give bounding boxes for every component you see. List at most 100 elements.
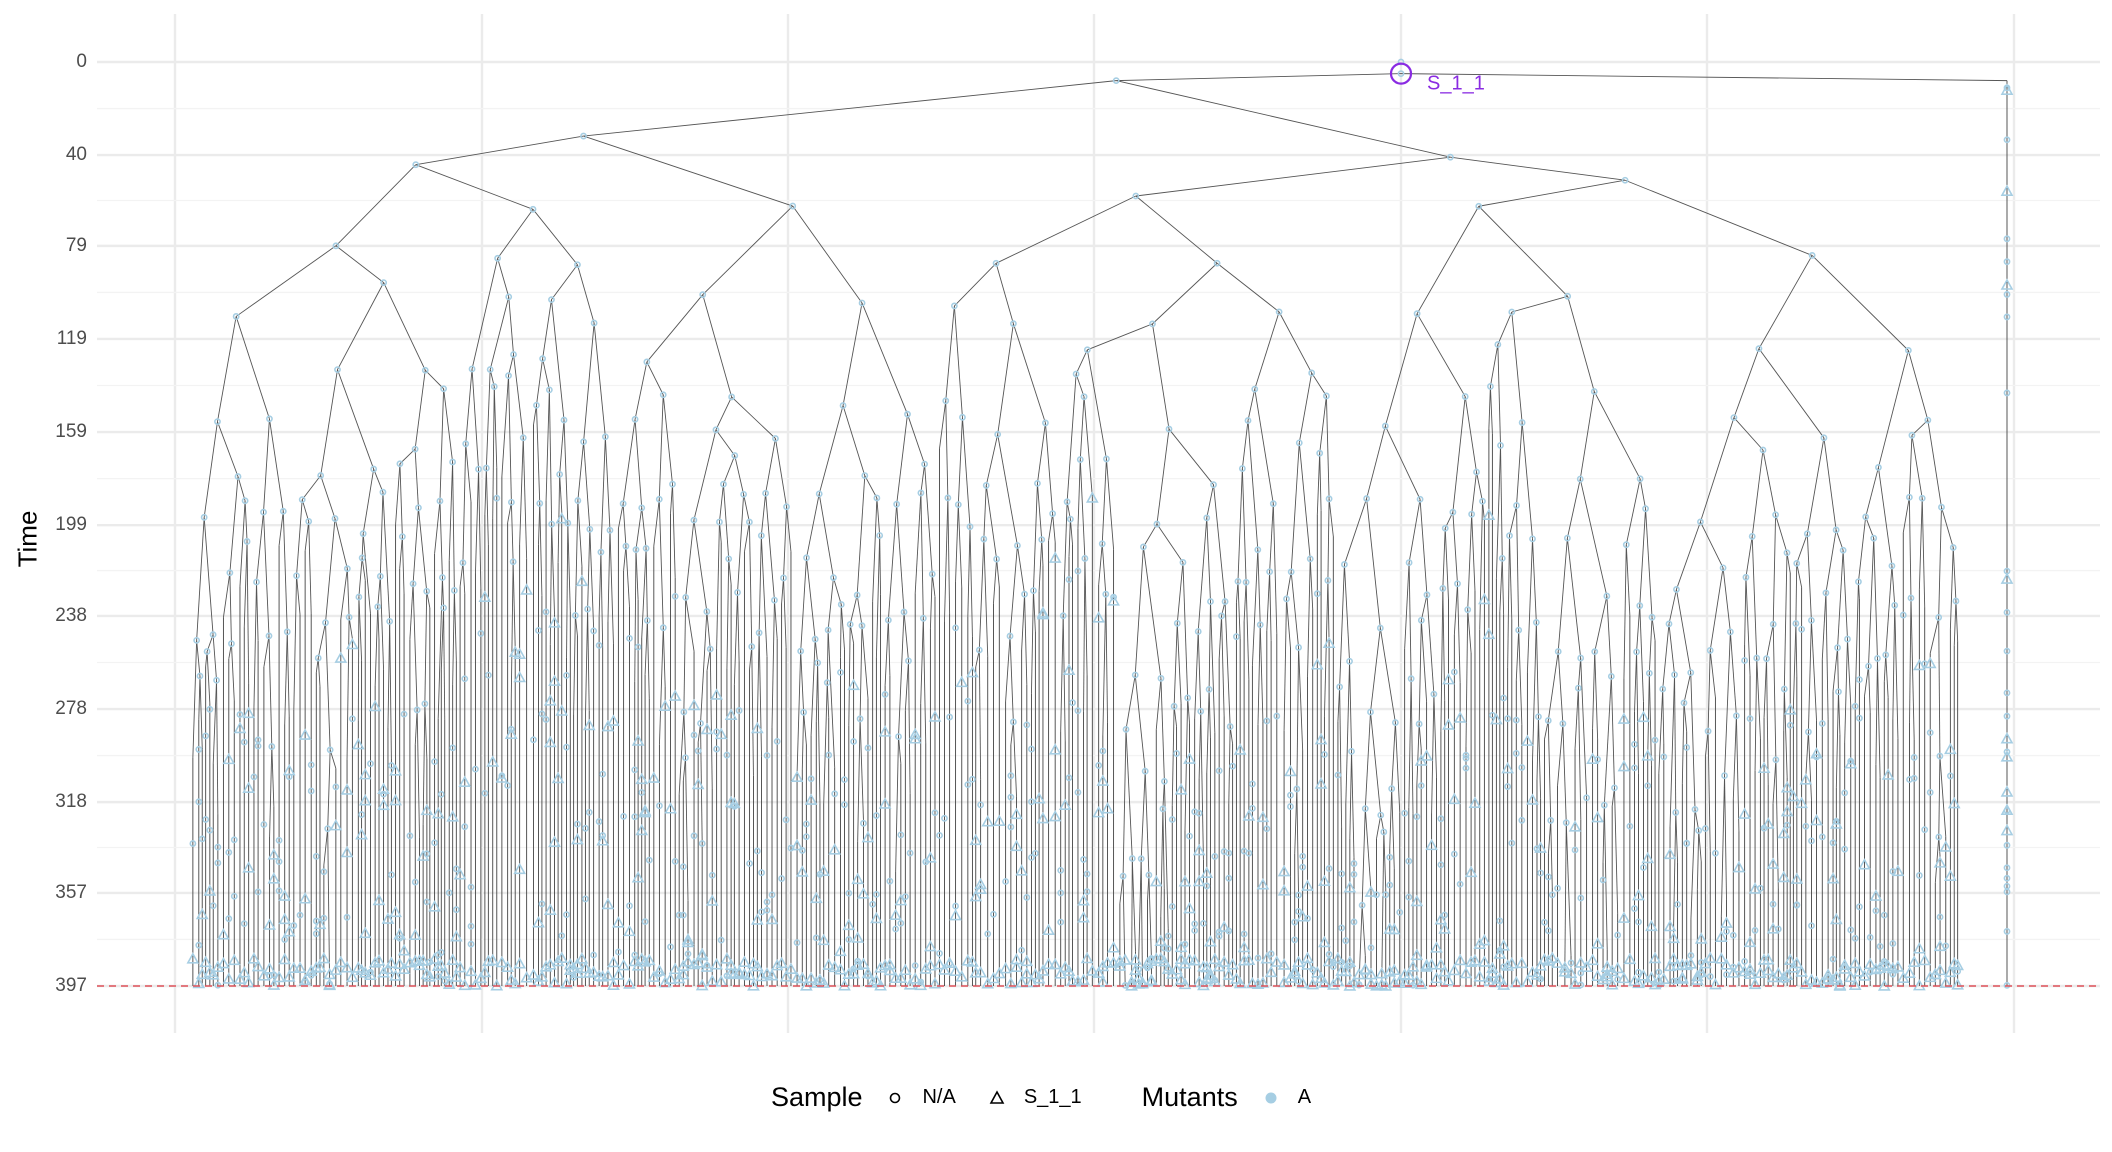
node-circle (2003, 928, 2011, 935)
node-circle (355, 593, 363, 601)
node-circle (1240, 930, 1248, 938)
edge-branch (641, 548, 647, 639)
node-circle (671, 858, 679, 865)
node-circle (519, 434, 527, 442)
node-circle (1386, 881, 1394, 889)
edge-branch (760, 493, 767, 536)
node-circle (1529, 535, 1536, 543)
node-circle (690, 731, 698, 739)
node-triangle (267, 872, 281, 884)
node-circle (824, 626, 832, 634)
edge-branch (1218, 615, 1222, 660)
node-circle (1942, 942, 1950, 950)
node-circle (1308, 369, 1316, 377)
node-circle (260, 821, 268, 828)
node-circle (793, 939, 801, 947)
node-triangle (1591, 810, 1604, 823)
node-circle (1373, 891, 1380, 899)
node-circle (486, 366, 494, 373)
node-circle (1080, 393, 1088, 401)
edge-branch (884, 620, 889, 686)
edge-branch (301, 475, 322, 500)
edge-branch (551, 299, 565, 421)
edge-branch (1478, 205, 1568, 297)
node-triangle (1858, 969, 1871, 981)
node-triangle (453, 867, 467, 880)
node-triangle (2000, 785, 2014, 797)
edge-branch (1083, 558, 1086, 712)
node-circle (1210, 481, 1217, 489)
node-circle (850, 738, 858, 745)
node-circle (585, 808, 593, 816)
node-circle (1179, 558, 1187, 566)
node-triangle (1657, 972, 1671, 984)
node-circle (345, 613, 353, 621)
node-circle (1719, 564, 1727, 572)
node-circle (380, 279, 388, 287)
node-circle (2003, 689, 2011, 697)
edge-branch (856, 475, 866, 596)
node-triangle (1777, 970, 1791, 983)
node-triangle (1277, 864, 1291, 877)
node-triangle (1663, 959, 1677, 972)
node-circle (1820, 434, 1828, 442)
node-circle (1487, 383, 1494, 390)
edge-branch (497, 209, 534, 259)
node-triangle (681, 933, 695, 945)
edge-branch (216, 680, 219, 815)
node-triangle (1364, 977, 1378, 989)
edge-branch (1237, 468, 1243, 582)
node-triangle (278, 889, 292, 901)
node-circle (944, 494, 952, 502)
node-circle (860, 819, 867, 827)
node-circle (1462, 764, 1470, 772)
edge-branch (1902, 497, 1910, 533)
node-circle (240, 738, 248, 746)
edge-branch (327, 828, 331, 984)
node-circle (1626, 822, 1634, 830)
edge-branch (301, 499, 310, 522)
node-triangle (1903, 966, 1916, 978)
node-circle (2003, 313, 2011, 321)
node-triangle (1580, 960, 1593, 972)
edge-branch (551, 524, 555, 615)
node-triangle (1322, 636, 1336, 649)
node-circle (2003, 84, 2011, 92)
node-triangle (1617, 971, 1631, 984)
edge-branch (1580, 658, 1588, 798)
edge-branch (896, 504, 905, 613)
node-triangle (695, 978, 709, 991)
edge-branch (1032, 590, 1036, 633)
edge-branch (818, 405, 844, 494)
node-circle (1269, 500, 1277, 508)
edge-branch (222, 572, 231, 618)
node-circle (1007, 823, 1015, 831)
edge-branch (1873, 538, 1878, 659)
edge-branch (1351, 751, 1355, 858)
node-circle (1802, 822, 1810, 830)
node-circle (723, 972, 731, 980)
edge-branch (1290, 442, 1300, 572)
node-circle (1721, 772, 1728, 779)
edge-branch (826, 682, 830, 718)
node-circle (1081, 555, 1089, 562)
node-circle (545, 386, 553, 394)
node-circle (590, 627, 598, 635)
node-triangle (1192, 843, 1206, 856)
edge-branch (1272, 503, 1278, 634)
edge-branch (203, 421, 218, 518)
edge-branch (551, 264, 578, 300)
edge-branch (1416, 313, 1466, 397)
edge-branch (1891, 565, 1896, 606)
node-circle (195, 941, 203, 949)
node-triangle (490, 979, 504, 991)
node-triangle (1923, 656, 1937, 669)
edge-branch (377, 606, 380, 640)
node-triangle (857, 957, 870, 969)
edge-branch (1763, 658, 1767, 718)
edge-branch (593, 322, 606, 437)
node-circle (740, 490, 748, 498)
edge-branch (1910, 598, 1915, 740)
node-triangle (898, 963, 912, 976)
edge-branch (1673, 812, 1677, 924)
